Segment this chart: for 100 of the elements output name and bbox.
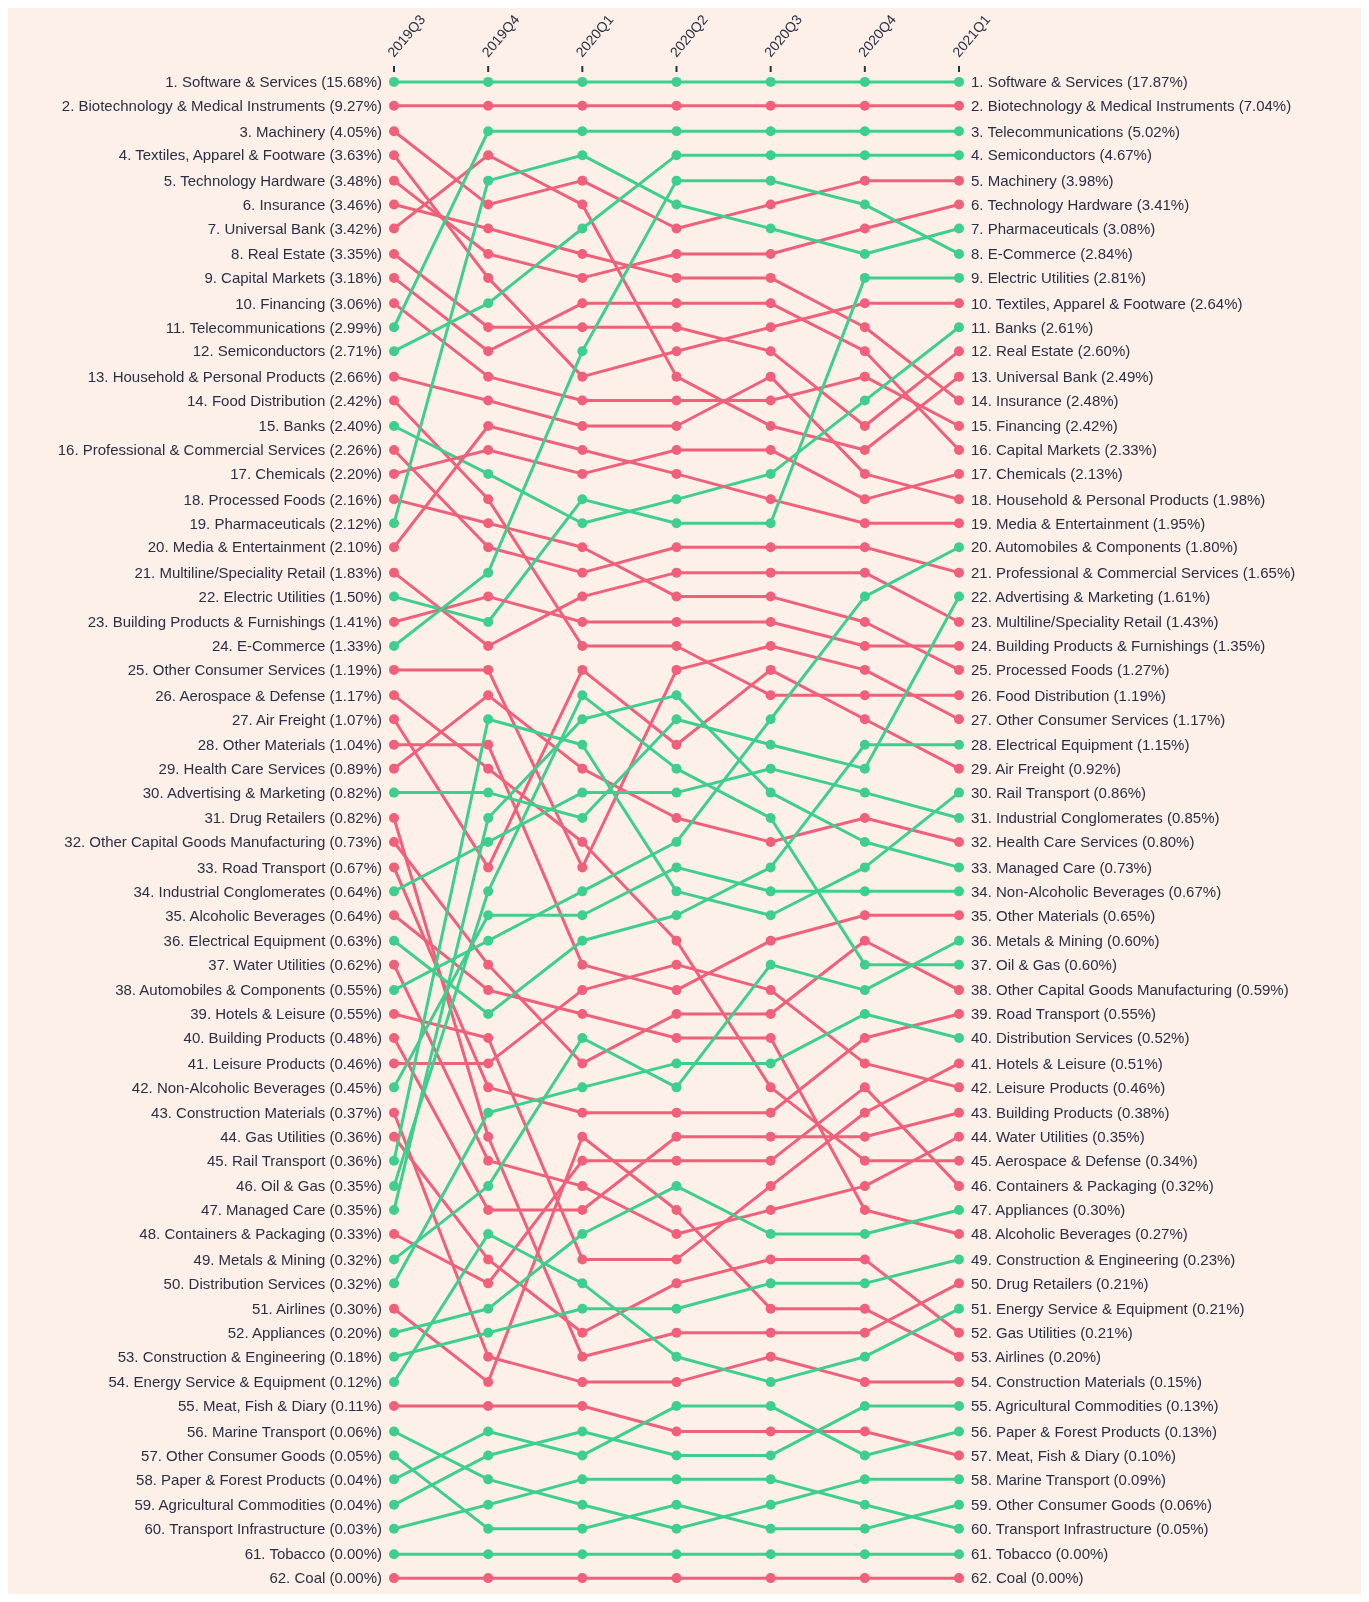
point (577, 1327, 588, 1338)
point (671, 468, 682, 479)
point (577, 1032, 588, 1043)
point (483, 126, 494, 137)
annotation: 7. Pharmaceuticals (3.08%) (971, 219, 1156, 237)
point (954, 272, 964, 283)
point (389, 199, 399, 210)
point (389, 346, 399, 357)
point (483, 395, 494, 406)
point (389, 1058, 399, 1069)
point (859, 150, 870, 161)
point (483, 322, 494, 333)
point (483, 959, 494, 970)
point (671, 714, 682, 725)
point (954, 1450, 964, 1461)
point (954, 395, 964, 406)
point (765, 322, 776, 333)
annotation: 15. Banks (2.40%) (258, 417, 382, 435)
annotation: 26. Food Distribution (1.19%) (971, 686, 1167, 704)
point (765, 371, 776, 382)
point (859, 199, 870, 210)
point (389, 1009, 399, 1020)
point (577, 1573, 588, 1584)
point (671, 862, 682, 873)
point (954, 322, 964, 333)
annotation: 53. Construction & Engineering (0.18%) (117, 1347, 382, 1365)
point (483, 886, 494, 897)
point (483, 591, 494, 602)
point (671, 1278, 682, 1289)
point (954, 1254, 964, 1265)
point (483, 76, 494, 87)
point (671, 1009, 682, 1020)
point (389, 1426, 399, 1437)
annotation: 6. Insurance (3.46%) (242, 195, 382, 213)
annotation: 2. Biotechnology & Medical Instruments (9.27%) (61, 97, 382, 115)
point (577, 1523, 588, 1534)
point (765, 591, 776, 602)
point (483, 1327, 494, 1338)
point (765, 1228, 776, 1239)
point (389, 1228, 399, 1239)
point (483, 1450, 494, 1461)
annotation: 17. Chemicals (2.13%) (971, 465, 1123, 483)
point (389, 150, 399, 161)
annotation: 38. Automobiles & Components (0.55%) (115, 981, 382, 999)
point (954, 664, 964, 675)
point (389, 371, 399, 382)
point (671, 1107, 682, 1118)
point (954, 935, 964, 946)
point (577, 1205, 588, 1216)
point (859, 100, 870, 111)
point (483, 542, 494, 553)
annotation: 2. Biotechnology & Medical Instruments (7.04%) (971, 97, 1292, 115)
point (954, 1205, 964, 1216)
point (577, 664, 588, 675)
point (859, 1377, 870, 1388)
point (483, 175, 494, 186)
point (483, 1228, 494, 1239)
annotation: 49. Metals & Mining (0.32%) (193, 1250, 382, 1268)
point (577, 248, 588, 259)
point (954, 126, 964, 137)
point (765, 1009, 776, 1020)
point (483, 248, 494, 259)
annotation: 34. Industrial Conglomerates (0.64%) (133, 882, 382, 900)
point (389, 886, 399, 897)
point (954, 298, 964, 309)
point (483, 1278, 494, 1289)
annotation: 32. Other Capital Goods Manufacturing (0.73%) (64, 833, 382, 851)
point (671, 1082, 682, 1093)
point (389, 272, 399, 283)
point (859, 1474, 870, 1485)
point (765, 199, 776, 210)
point (859, 690, 870, 701)
point (389, 1549, 399, 1560)
point (389, 591, 399, 602)
point (671, 1327, 682, 1338)
point (389, 1032, 399, 1043)
point (671, 640, 682, 651)
point (765, 444, 776, 455)
annotation: 30. Rail Transport (0.86%) (971, 783, 1147, 801)
point (671, 1181, 682, 1192)
annotation: 11. Telecommunications (2.99%) (165, 318, 382, 336)
point (389, 1523, 399, 1534)
point (483, 1082, 494, 1093)
annotation: 36. Electrical Equipment (0.63%) (163, 931, 382, 949)
point (483, 1377, 494, 1388)
point (483, 223, 494, 234)
point (577, 836, 588, 847)
point (577, 714, 588, 725)
point (859, 739, 870, 750)
point (483, 640, 494, 651)
point (859, 640, 870, 651)
point (671, 1523, 682, 1534)
point (483, 1351, 494, 1362)
annotation: 50. Drug Retailers (0.21%) (971, 1274, 1149, 1292)
point (483, 100, 494, 111)
point (859, 1499, 870, 1510)
point (954, 150, 964, 161)
point (859, 836, 870, 847)
point (859, 763, 870, 774)
point (765, 617, 776, 628)
